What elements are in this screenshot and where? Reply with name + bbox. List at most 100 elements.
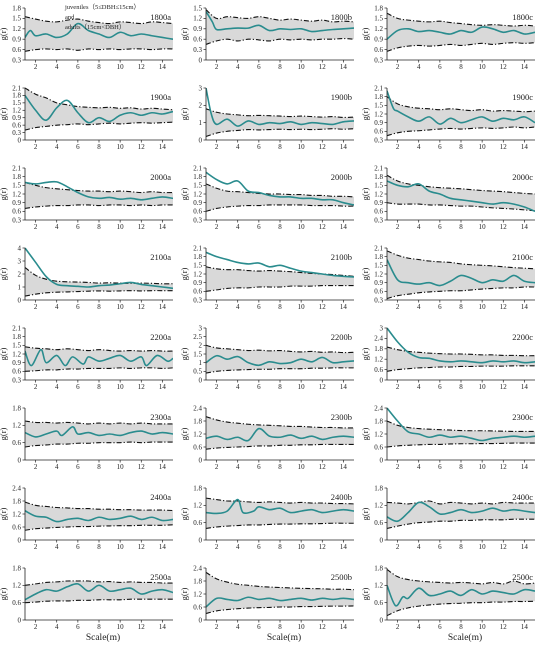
x-tick-label-2200c: 6 [438,383,442,391]
y-tick-label-2500c: 0 [380,616,384,624]
x-tick-label-1800c: 8 [459,63,463,71]
y-tick-label-2400a: 1.2 [12,510,21,518]
panel-2200c: 0 0.6 1.2 1.8 2.4 3 2 4 6 8 10 12 14 2200c g(r) [360,324,535,391]
y-axis-label-2200a: g(r) [0,347,8,360]
envelope-band-2200c [387,347,535,372]
x-tick-label-1900b: 12 [319,143,327,151]
x-tick-label-2100c: 10 [479,303,487,311]
x-tick-label-2000a: 14 [159,223,167,231]
panel-2500a: 0 0.6 1.2 1.8 2 4 6 8 10 12 14 2500a g(r) [0,564,173,631]
x-tick-label-2300c: 14 [521,463,529,471]
y-tick-label-2300c: 1.2 [374,430,383,438]
y-tick-label-2300a: 0.6 [12,439,21,447]
x-tick-label-1900a: 8 [97,143,101,151]
y-tick-label-2000a: 0.3 [12,216,21,224]
x-tick-label-2100a: 12 [138,303,146,311]
y-tick-label-1900b: 0 [199,136,203,144]
x-tick-label-2200c: 2 [396,383,400,391]
observed-line-2400b [206,498,354,515]
y-tick-label-1800a: 1.5 [12,15,21,23]
x-tick-label-1800b: 14 [340,63,348,71]
x-tick-label-2100c: 12 [500,303,508,311]
lower-envelope-1900a [25,121,173,131]
x-tick-label-2400a: 10 [117,543,125,551]
panel-label-2400a: 2400a [150,492,171,502]
x-tick-label-2500c: 4 [417,623,421,631]
observed-line-2000c [387,180,535,213]
y-tick-label-2400c: 1.2 [374,502,383,510]
y-axis-label-2400c: g(r) [360,507,370,520]
x-tick-label-2400a: 8 [97,543,101,551]
panel-label-1800c: 1800c [512,12,533,22]
y-tick-label-1800c: 0.6 [374,46,383,54]
y-tick-label-2300c: 0.6 [374,443,383,451]
y-tick-label-2000c: 1.5 [374,182,383,190]
x-tick-label-2000c: 2 [396,223,400,231]
panel-2500b: 0 0.6 1.2 1.8 2.4 2 4 6 8 10 12 14 2500b g(r) [179,564,354,631]
y-tick-label-1900a: 1.2 [12,107,21,115]
y-tick-label-2400c: 0.6 [374,519,383,527]
y-tick-label-2400b: 0 [199,536,203,544]
x-tick-label-2200a: 4 [55,383,59,391]
x-tick-label-2500a: 4 [55,623,59,631]
y-axis-label-1900c: g(r) [360,107,370,120]
panel-2300c: 0 0.6 1.2 1.8 2.4 2 4 6 8 10 12 14 2300c g(r) [360,404,535,471]
panel-2000a: 0.30.60.91.21.51.82.1 2 4 6 8 10 12 14 2000a g(r) [0,164,173,231]
x-tick-label-2200a: 12 [138,383,146,391]
x-tick-label-1800a: 8 [97,63,101,71]
observed-line-2300b [206,427,354,442]
envelope-band-2500b [206,572,354,614]
x-tick-label-1800a: 14 [159,63,167,71]
x-tick-label-2300c: 12 [500,463,508,471]
y-tick-label-1900c: 0.3 [374,136,383,144]
panel-label-2000c: 2000c [512,172,533,182]
lower-envelope-1800c [387,42,535,52]
y-tick-label-2500b: 1.8 [193,577,202,585]
x-tick-label-2200a: 6 [76,383,80,391]
lower-envelope-2000a [25,204,173,209]
panel-2400b: 0 0.6 1.2 1.8 2 4 6 8 10 12 14 2400b g(r) [179,484,354,551]
y-tick-label-2000c: 0.9 [374,199,383,207]
x-tick-label-2100c: 14 [521,303,529,311]
panel-label-2500b: 2500b [331,572,352,582]
y-tick-label-2200c: 0.6 [374,366,383,374]
y-tick-label-2500b: 0.6 [193,603,202,611]
y-tick-label-1900b: 2 [199,102,203,110]
x-tick-label-1900c: 6 [438,143,442,151]
y-tick-label-1800a: 1.8 [12,4,21,12]
y-axis-label-2100a: g(r) [0,267,8,280]
x-tick-label-2200c: 4 [417,383,421,391]
x-tick-label-1800c: 10 [479,63,487,71]
upper-envelope-2200b [206,344,354,354]
x-axis-label-col-1: Scale(m) [86,632,120,643]
panel-label-1900a: 1900a [150,92,171,102]
x-tick-label-2400b: 14 [340,543,348,551]
x-tick-label-2300c: 10 [479,463,487,471]
x-tick-label-2200a: 10 [117,383,125,391]
y-tick-label-1900c: 0.9 [374,119,383,127]
x-tick-label-2200a: 2 [34,383,38,391]
x-tick-label-1800b: 4 [236,63,240,71]
x-tick-label-2000a: 12 [138,223,146,231]
observed-line-2200a [25,348,173,367]
y-tick-label-2200b: 2.5 [193,333,202,341]
panel-label-2100a: 2100a [150,252,171,262]
y-tick-label-2300a: 1.8 [12,404,21,412]
x-tick-label-2000a: 8 [97,223,101,231]
y-tick-label-1900c: 1.5 [374,102,383,110]
y-tick-label-2400a: 1.8 [12,497,21,505]
y-axis-label-2500b: g(r) [179,587,189,600]
observed-line-2400a [25,510,173,523]
x-tick-label-2300b: 6 [257,463,261,471]
envelope-band-2100a [25,267,173,297]
panel-2200a: 0.30.60.91.21.51.82.1 2 4 6 8 10 12 14 2200a g(r) [0,324,173,391]
y-tick-label-2000a: 0.6 [12,208,21,216]
y-axis-label-2000b: g(r) [179,187,189,200]
x-tick-label-2200a: 8 [97,383,101,391]
y-tick-label-2200b: 0 [199,376,203,384]
y-tick-label-2000b: 0.6 [193,208,202,216]
panel-label-2300b: 2300b [331,412,352,422]
y-tick-label-1800b: 0.6 [193,36,202,44]
x-tick-label-2100b: 12 [319,303,327,311]
x-tick-label-2400b: 6 [257,543,261,551]
